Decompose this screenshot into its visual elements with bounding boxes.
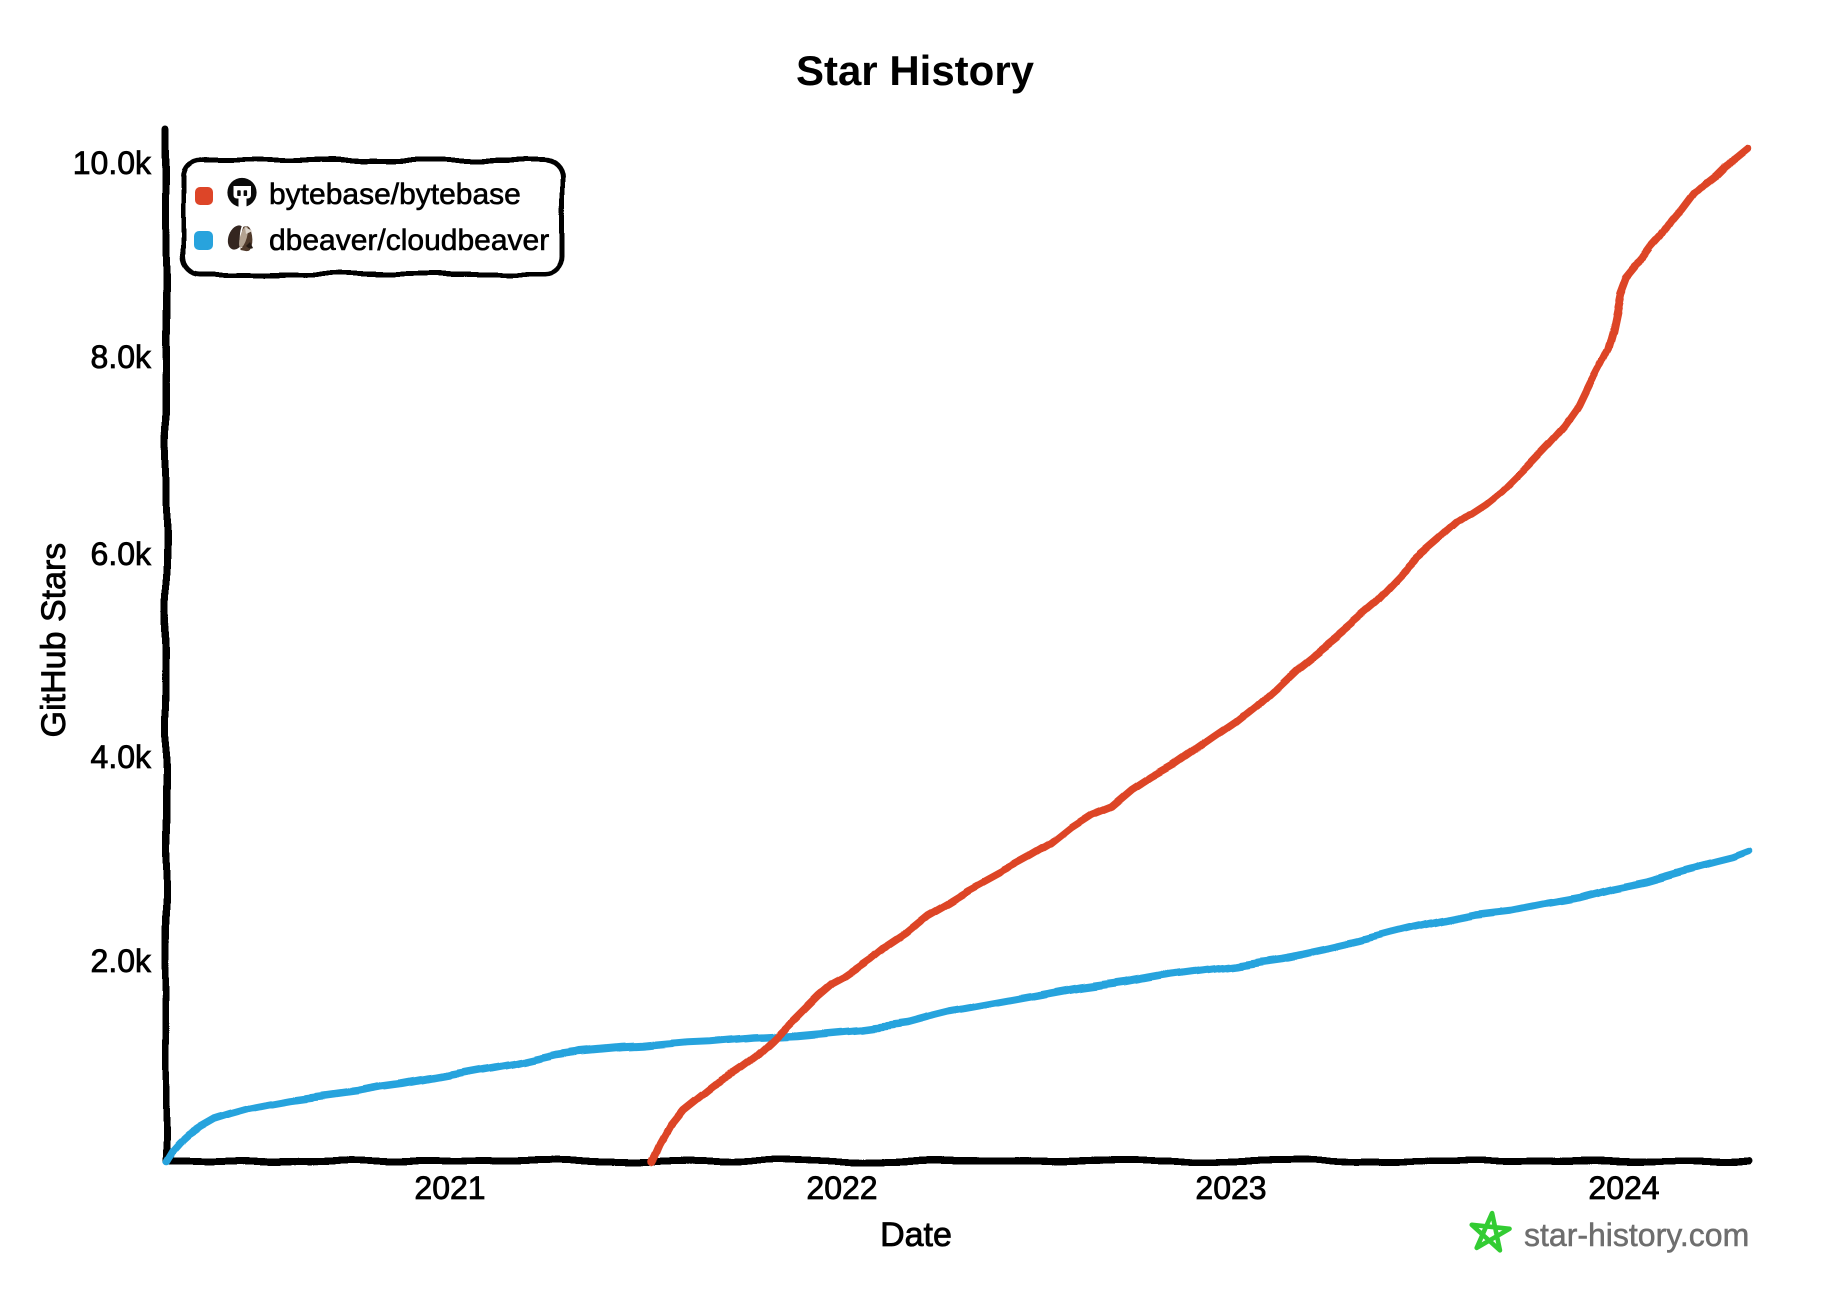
svg-text:2.0k: 2.0k xyxy=(91,943,152,979)
svg-text:GitHub Stars: GitHub Stars xyxy=(35,543,73,738)
svg-text:6.0k: 6.0k xyxy=(91,536,152,572)
svg-text:bytebase/bytebase: bytebase/bytebase xyxy=(269,178,521,211)
svg-text:2021: 2021 xyxy=(414,1170,485,1206)
svg-text:dbeaver/cloudbeaver: dbeaver/cloudbeaver xyxy=(269,224,549,257)
svg-text:2022: 2022 xyxy=(806,1170,877,1206)
svg-text:Date: Date xyxy=(880,1216,952,1254)
svg-text:Star History: Star History xyxy=(796,47,1035,94)
svg-text:star-history.com: star-history.com xyxy=(1524,1217,1749,1253)
svg-text:10.0k: 10.0k xyxy=(73,145,152,181)
svg-text:8.0k: 8.0k xyxy=(91,339,152,375)
svg-text:4.0k: 4.0k xyxy=(91,739,152,775)
svg-text:2024: 2024 xyxy=(1588,1170,1659,1206)
svg-text:2023: 2023 xyxy=(1195,1170,1266,1206)
